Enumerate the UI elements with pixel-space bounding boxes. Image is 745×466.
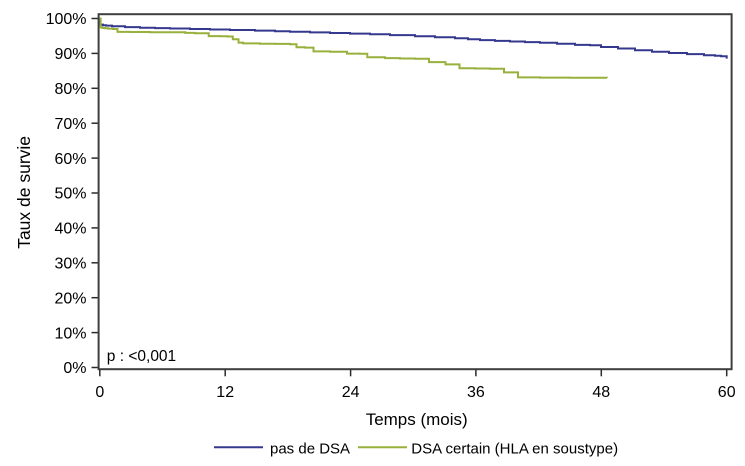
svg-text:Temps (mois): Temps (mois): [366, 410, 468, 429]
svg-text:40%: 40%: [54, 221, 86, 238]
svg-text:12: 12: [216, 384, 234, 401]
svg-text:50%: 50%: [54, 186, 86, 203]
svg-text:30%: 30%: [54, 256, 86, 273]
svg-text:Taux de survie: Taux de survie: [14, 136, 34, 249]
svg-text:60%: 60%: [54, 151, 86, 168]
svg-text:70%: 70%: [54, 116, 86, 133]
svg-text:48: 48: [592, 384, 610, 401]
svg-text:100%: 100%: [46, 11, 87, 28]
svg-text:p : <0,001: p : <0,001: [107, 348, 176, 365]
svg-text:24: 24: [342, 384, 360, 401]
svg-text:60: 60: [718, 384, 736, 401]
svg-text:36: 36: [467, 384, 485, 401]
svg-text:10%: 10%: [54, 325, 86, 342]
svg-text:0: 0: [95, 384, 104, 401]
svg-text:20%: 20%: [54, 290, 86, 307]
svg-text:DSA certain (HLA en soustype): DSA certain (HLA en soustype): [411, 440, 618, 457]
svg-text:0%: 0%: [63, 360, 86, 377]
svg-text:pas de DSA: pas de DSA: [270, 440, 350, 457]
svg-text:80%: 80%: [54, 81, 86, 98]
svg-text:90%: 90%: [54, 46, 86, 63]
